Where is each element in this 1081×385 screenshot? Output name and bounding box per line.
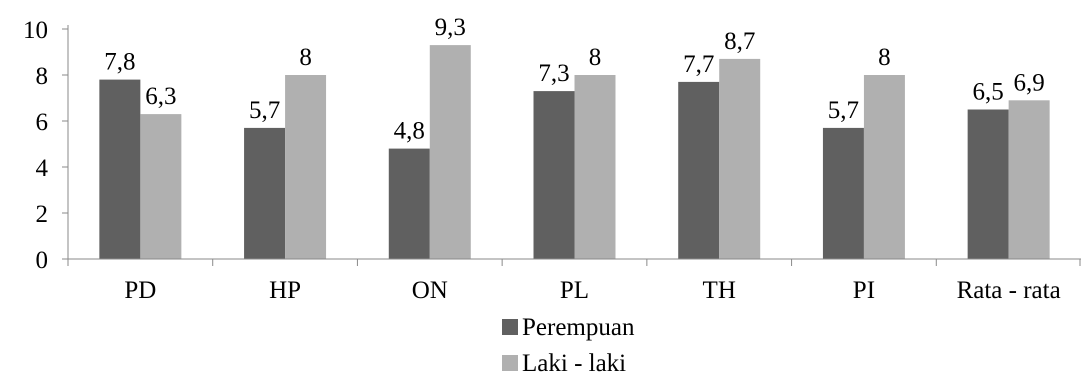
legend-swatch [502,355,518,371]
bar-perempuan [244,127,286,260]
y-tick-label: 8 [36,63,49,90]
data-label: 8 [589,44,602,71]
bar-laki-laki [719,58,761,260]
data-label: 8,7 [724,28,755,55]
x-tick-label: HP [269,277,301,304]
legend-swatch [502,319,518,335]
y-tick-label: 4 [36,155,49,182]
chart-legend: Perempuan Laki - laki [502,314,635,377]
data-label: 8 [878,44,891,71]
bar-laki-laki [285,75,327,259]
data-label: 7,3 [538,60,569,87]
x-tick-label: TH [703,277,736,304]
data-label: 4,8 [394,118,425,145]
bar-perempuan [99,79,141,259]
data-label: 6,9 [1014,69,1045,96]
x-tick-label: Rata - rata [957,277,1061,304]
bar-laki-laki [140,114,182,259]
chart-axes: 0 2 4 6 8 10 PD HP ON PL TH PI Rata - rata [23,17,1081,304]
y-tick-label: 6 [36,109,49,136]
bar-laki-laki [429,45,471,259]
data-label: 6,3 [145,83,176,110]
data-label: 7,8 [104,49,135,76]
bar-perempuan [822,127,864,260]
data-label: 8 [299,44,312,71]
bar-perempuan [388,148,430,259]
bar-perempuan [967,109,1009,259]
x-tick-label: PI [853,277,875,304]
x-tick-label: PL [560,277,589,304]
bar-laki-laki [863,75,905,259]
y-tick-label: 2 [36,201,49,228]
x-tick-label: ON [412,277,448,304]
chart-marks: 7,8 6,3 5,7 8 4,8 9,3 7,3 8 7,7 8,7 5,7 8 6,5 6,9 [99,14,1050,260]
data-label: 7,7 [683,51,714,78]
bar-perempuan [678,81,720,260]
data-label: 5,7 [249,97,280,124]
y-tick-label: 10 [23,17,48,44]
legend-label: Laki - laki [522,350,626,377]
bar-laki-laki [574,75,616,259]
bar-perempuan [533,91,575,259]
data-label: 5,7 [828,97,859,124]
bar-laki-laki [1008,100,1050,259]
data-label: 6,5 [973,79,1004,106]
data-label: 9,3 [435,14,466,41]
x-tick-label: PD [124,277,156,304]
y-tick-label: 0 [36,247,49,274]
legend-label: Perempuan [522,314,635,341]
